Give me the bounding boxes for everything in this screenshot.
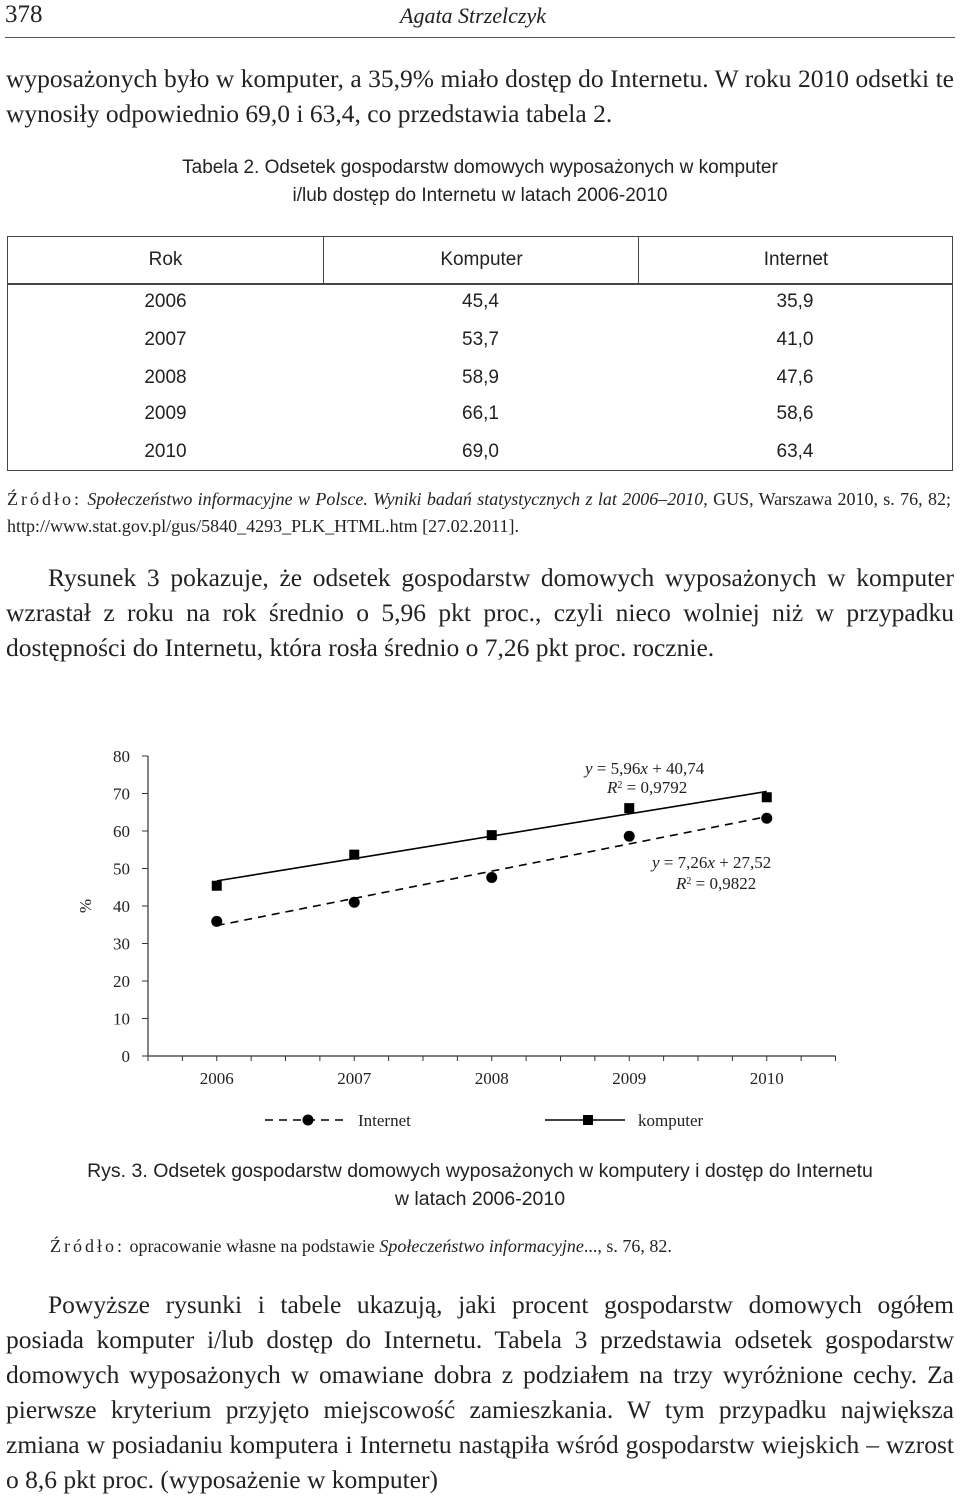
table-cell: 35,9 [776, 291, 814, 312]
y-tick-label: 10 [113, 1010, 130, 1029]
y-tick-label: 70 [113, 785, 130, 804]
data-point [486, 830, 497, 841]
source-text: , GUS, Warszawa 2010, s. 76, 82; http://… [7, 489, 951, 536]
table-cell: 2008 [144, 367, 187, 388]
caption-line: w latach 2006-2010 [394, 1188, 566, 1210]
y-tick-label: 60 [113, 822, 130, 841]
eq-text: = 7,26 [660, 853, 708, 872]
source-text: opracowanie własne na podstawie [125, 1236, 380, 1256]
table-cell: 58,6 [776, 403, 814, 424]
data-point [211, 915, 223, 927]
column-header: Internet [638, 237, 953, 283]
y-tick-label: 20 [113, 972, 130, 991]
page-number: 378 [5, 1, 43, 28]
column-header: Rok [148, 249, 183, 270]
table-caption: Tabela 2. Odsetek gospodarstw domowych w… [0, 154, 960, 210]
table-cell: 63,4 [776, 441, 814, 462]
eq-var: R [606, 778, 618, 797]
data-point [761, 812, 773, 824]
trend-equation: y = 7,26x + 27,52 [650, 853, 771, 872]
trend-r-squared: R2 = 0,9792 [606, 778, 687, 797]
eq-text: = 0,9822 [691, 874, 756, 893]
data-point [623, 830, 635, 842]
trend-r-squared: R2 = 0,9822 [675, 874, 756, 893]
table: Rok Komputer Internet 2006 45,4 35,9 2007 53,7 4… [7, 236, 953, 471]
trend-equation: y = 5,96x + 40,74 [583, 759, 705, 778]
table-cell: 2007 [144, 329, 187, 350]
eq-text: = 0,9792 [622, 778, 687, 797]
eq-sup: 2 [617, 780, 622, 791]
source-text: Społeczeństwo informacyjne [379, 1236, 584, 1256]
legend-marker [583, 1115, 593, 1125]
table-cell: 2010 [144, 441, 187, 462]
header-rule [8, 283, 952, 285]
y-tick-label: 80 [113, 747, 130, 766]
y-tick-label: 40 [113, 897, 130, 916]
source-text: ..., s. 76, 82. [583, 1236, 672, 1256]
y-axis-label: % [76, 899, 95, 913]
data-point [486, 872, 498, 883]
data-point [211, 880, 222, 891]
caption-line: Rys. 3. Odsetek gospodarstw domowych wyp… [87, 1160, 873, 1182]
figure-source: Źródło: opracowanie własne na podstawie … [50, 1233, 930, 1260]
source-label: Źródło: [50, 1236, 125, 1256]
table-cell: 41,0 [776, 329, 814, 350]
eq-var: y [583, 759, 593, 778]
y-tick-label: 50 [113, 860, 130, 879]
eq-var: x [639, 759, 648, 778]
x-tick-label: 2007 [337, 1069, 372, 1088]
table-cell: 2006 [144, 291, 187, 312]
data-point [348, 896, 360, 908]
data-point [624, 803, 635, 814]
source-text: Społeczeństwo informacyjne w Polsce. Wyn… [82, 489, 704, 509]
eq-text: + 40,74 [648, 759, 705, 778]
trend-line [216, 815, 767, 927]
running-author: Agata Strzelczyk [400, 3, 547, 28]
table-cell: 58,9 [462, 367, 499, 388]
table-cell: 66,1 [462, 403, 499, 424]
table-source: Źródło: Społeczeństwo informacyjne w Pol… [7, 486, 951, 540]
y-tick-label: 0 [122, 1047, 131, 1066]
x-tick-label: 2006 [200, 1069, 234, 1088]
table-cell: 69,0 [462, 441, 499, 462]
caption-line: i/lub dostęp do Internetu w latach 2006-… [292, 185, 668, 206]
eq-sup: 2 [686, 876, 691, 887]
data-point [761, 792, 772, 803]
y-tick-label: 30 [113, 935, 130, 954]
eq-var: x [706, 853, 715, 872]
column-header: Komputer [323, 237, 639, 283]
eq-text: + 27,52 [715, 853, 771, 872]
data-point [349, 849, 360, 860]
paragraph: wyposażonych było w komputer, a 35,9% mi… [6, 64, 954, 128]
table-cell: 53,7 [462, 329, 499, 350]
eq-var: y [650, 853, 660, 872]
legend-label: Internet [358, 1111, 411, 1130]
x-tick-label: 2009 [612, 1069, 646, 1088]
table-cell: 45,4 [462, 291, 499, 312]
eq-var: R [675, 874, 687, 893]
caption-line: Tabela 2. Odsetek gospodarstw domowych w… [182, 157, 778, 178]
legend-label: komputer [638, 1111, 703, 1130]
legend-marker [302, 1114, 314, 1126]
x-tick-label: 2010 [750, 1069, 784, 1088]
x-tick-label: 2008 [475, 1069, 509, 1088]
eq-text: = 5,96 [593, 759, 641, 778]
source-label: Źródło: [7, 489, 82, 509]
paragraph: Powyższe rysunki i tabele ukazują, jaki … [6, 1290, 954, 1494]
table-cell: 47,6 [776, 367, 814, 388]
table-cell: 2009 [144, 403, 187, 424]
figure-caption: Rys. 3. Odsetek gospodarstw domowych wyp… [0, 1157, 960, 1213]
paragraph: Rysunek 3 pokazuje, że odsetek gospodars… [6, 563, 954, 662]
header-rule [5, 37, 955, 38]
